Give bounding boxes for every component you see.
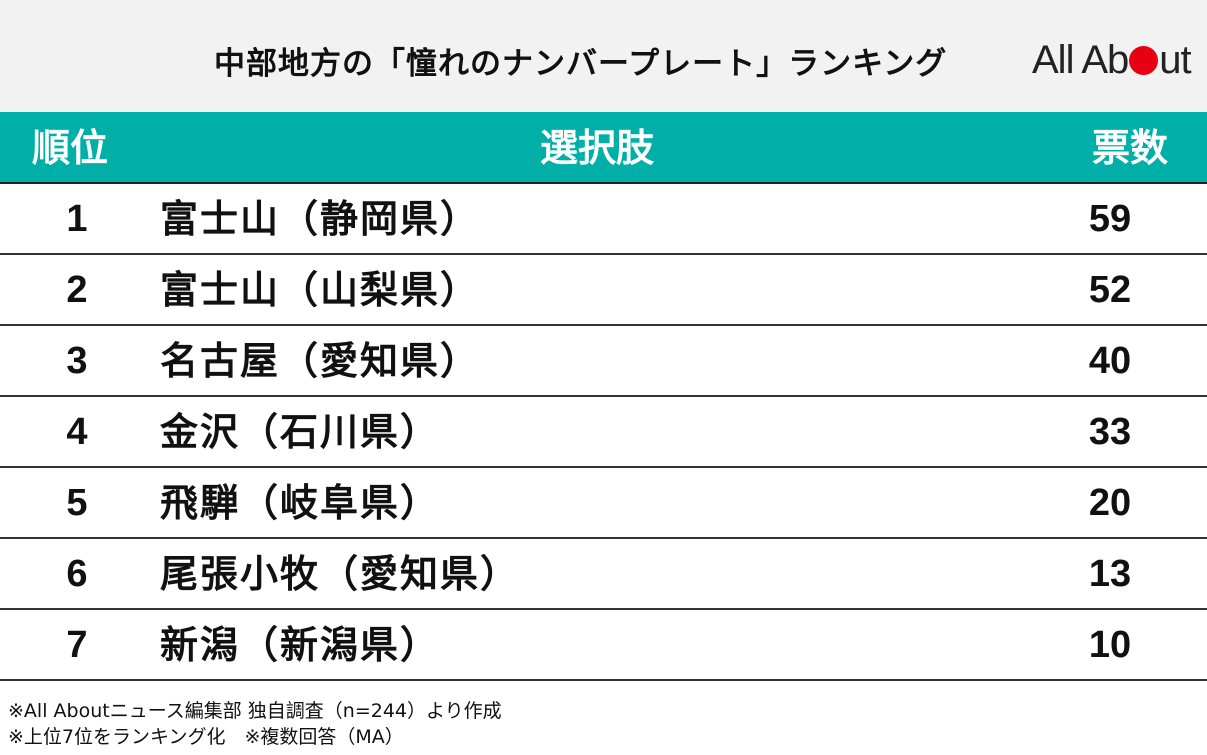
votes-cell: 33 bbox=[1088, 411, 1132, 453]
table-row: 7 新潟（新潟県） 10 bbox=[0, 610, 1207, 681]
table-row: 3 名古屋（愛知県） 40 bbox=[0, 326, 1207, 397]
rank-cell: 1 bbox=[66, 198, 88, 240]
header-choice: 選択肢 bbox=[540, 126, 655, 170]
table-row: 1 富士山（静岡県） 59 bbox=[0, 184, 1207, 255]
logo-red-dot-icon bbox=[1129, 46, 1159, 75]
footnote-source: ※All Aboutニュース編集部 独自調査（n=244）より作成 bbox=[8, 700, 502, 722]
header-votes: 票数 bbox=[1092, 126, 1169, 170]
logo-text-end: ut bbox=[1159, 38, 1191, 82]
table-row: 4 金沢（石川県） 33 bbox=[0, 397, 1207, 468]
table-row: 6 尾張小牧（愛知県） 13 bbox=[0, 539, 1207, 610]
choice-cell: 新潟（新潟県） bbox=[160, 623, 441, 667]
table-header: 順位 選択肢 票数 bbox=[0, 112, 1207, 184]
table-row: 2 富士山（山梨県） 52 bbox=[0, 255, 1207, 326]
rank-cell: 2 bbox=[66, 269, 88, 311]
table-body: 1 富士山（静岡県） 59 2 富士山（山梨県） 52 3 名古屋（愛知県） 4… bbox=[0, 184, 1207, 681]
footnotes: ※All Aboutニュース編集部 独自調査（n=244）より作成 ※上位7位を… bbox=[8, 698, 502, 750]
rank-cell: 6 bbox=[66, 553, 88, 595]
allabout-logo: All Ab ut bbox=[1032, 38, 1192, 82]
rank-cell: 5 bbox=[66, 482, 88, 524]
choice-cell: 金沢（石川県） bbox=[160, 410, 441, 454]
choice-cell: 名古屋（愛知県） bbox=[160, 339, 481, 383]
footnote-method: ※上位7位をランキング化 ※複数回答（MA） bbox=[8, 726, 404, 748]
votes-cell: 40 bbox=[1088, 340, 1132, 382]
choice-cell: 富士山（山梨県） bbox=[160, 268, 481, 312]
rank-cell: 7 bbox=[66, 624, 88, 666]
title-bar: 中部地方の「憧れのナンバープレート」ランキング All Ab ut bbox=[0, 0, 1207, 112]
choice-cell: 飛騨（岐阜県） bbox=[160, 481, 441, 525]
votes-cell: 10 bbox=[1088, 624, 1132, 666]
table-row: 5 飛騨（岐阜県） 20 bbox=[0, 468, 1207, 539]
choice-cell: 尾張小牧（愛知県） bbox=[160, 552, 521, 596]
page-title: 中部地方の「憧れのナンバープレート」ランキング bbox=[214, 46, 948, 82]
logo-text-start: All Ab bbox=[1032, 38, 1129, 82]
header-rank: 順位 bbox=[32, 126, 109, 170]
votes-cell: 13 bbox=[1088, 553, 1132, 595]
rank-cell: 3 bbox=[66, 340, 88, 382]
votes-cell: 59 bbox=[1088, 198, 1132, 240]
votes-cell: 20 bbox=[1088, 482, 1132, 524]
rank-cell: 4 bbox=[66, 411, 88, 453]
votes-cell: 52 bbox=[1088, 269, 1132, 311]
choice-cell: 富士山（静岡県） bbox=[160, 197, 481, 241]
